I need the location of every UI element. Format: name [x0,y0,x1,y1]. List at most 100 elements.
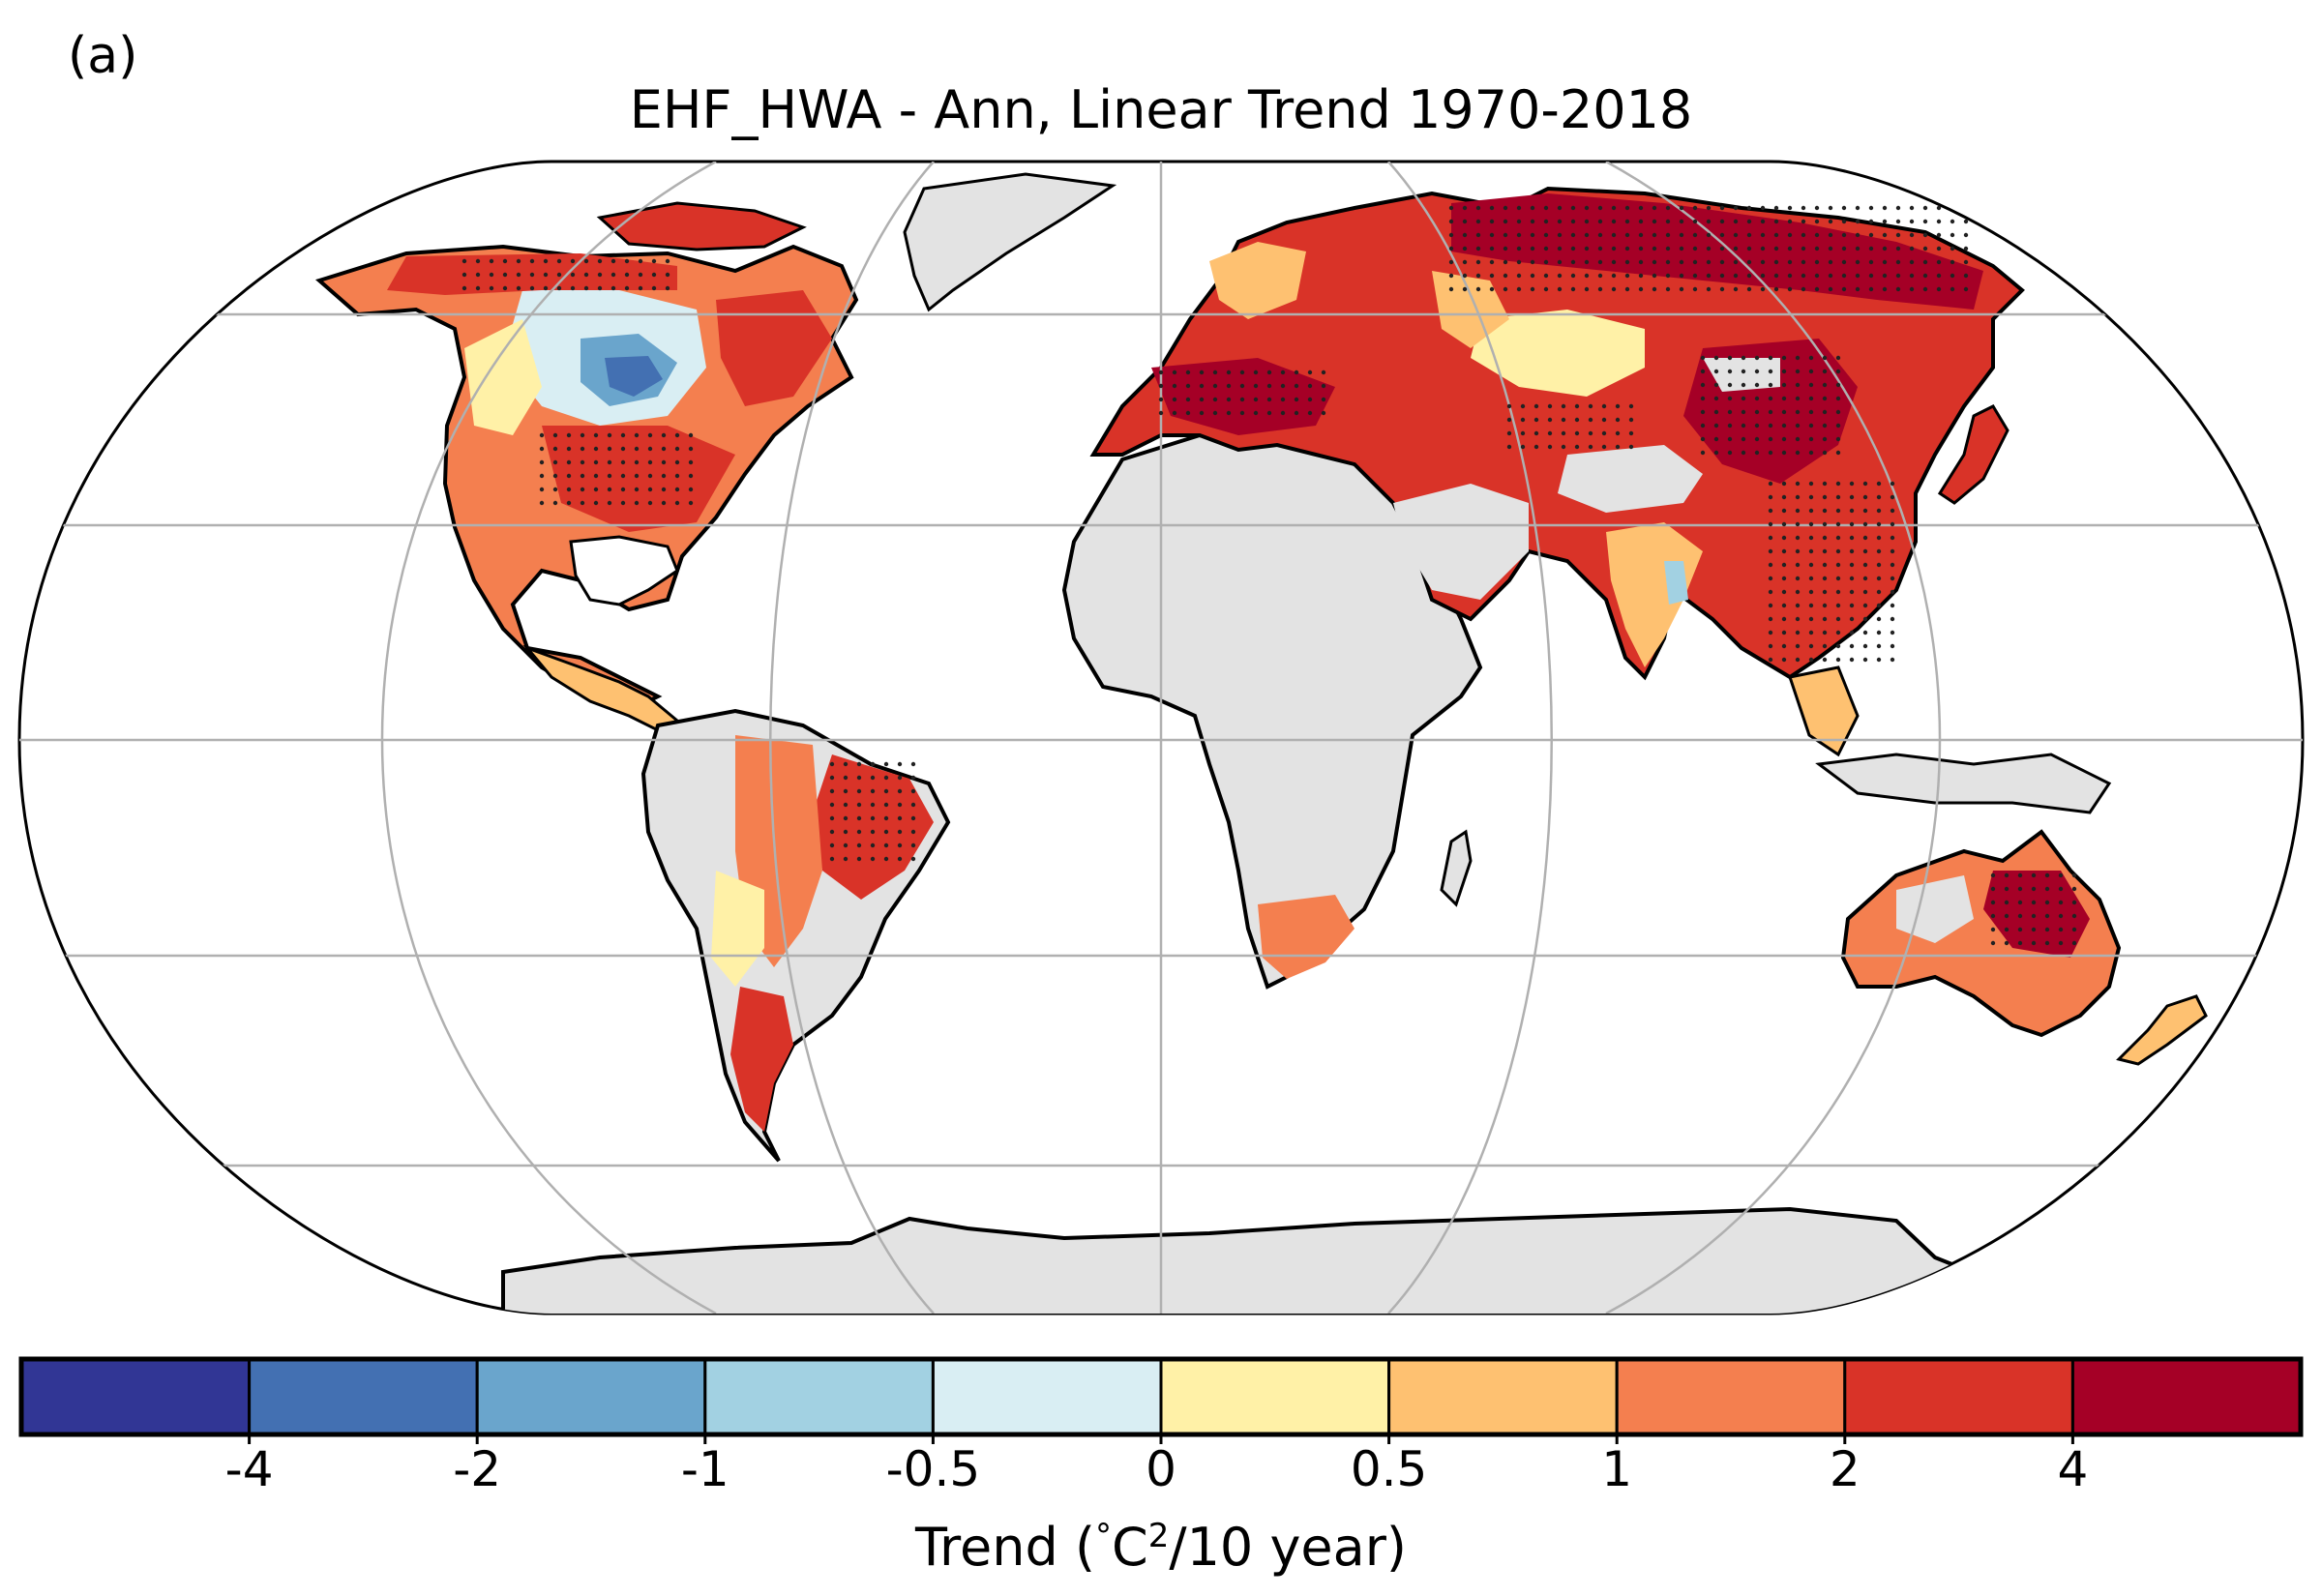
colorbar [18,1356,2304,1444]
stipple-dot [1781,396,1787,401]
eurasia-darkred-europe [1151,358,1335,435]
stipple-dot [1239,410,1245,416]
stipple-dot [1448,259,1454,265]
stipple-dot [1876,589,1882,595]
colorbar-tick-label: 0 [1146,1441,1176,1497]
stipple-dot [1543,205,1549,211]
stipple-dot [1990,900,1996,905]
stipple-dot [1768,603,1773,608]
stipple-dot [1520,444,1526,450]
stipple-dot [1547,444,1553,450]
stipple-dot [1876,494,1882,500]
stipple-dot [1321,410,1326,416]
stipple-dot [1876,576,1882,581]
stipple-dot [910,788,916,794]
stipple-dot [1822,382,1828,388]
stipple-dot [1597,232,1603,238]
colorbar-swatch [2070,1357,2303,1436]
colorbar-tick-label: 4 [2057,1441,2089,1497]
stipple-dot [1543,259,1549,265]
stipple-dot [1706,246,1712,251]
stipple-dot [843,775,848,781]
stipple-dot [2017,913,2023,919]
stipple-dot [647,487,653,492]
stipple-dot [1185,410,1191,416]
stipple-dot [1801,259,1806,265]
stipple-dot [1876,521,1882,527]
stipple-dot [475,258,481,264]
stipple-dot [1754,423,1760,429]
stipple-dot [1506,417,1512,423]
stipple-dot [661,459,667,465]
stipple-dot [1503,246,1508,251]
stipple-dot [1868,219,1874,224]
stipple-dot [1679,232,1684,238]
stipple-dot [1475,259,1481,265]
stipple-dot [1733,273,1739,279]
stipple-dot [883,829,889,835]
stipple-dot [1489,259,1495,265]
stipple-dot [1835,355,1841,361]
stipple-dot [1172,369,1177,375]
stipple-dot [1754,396,1760,401]
stipple-dot [1624,232,1630,238]
stipple-dot [1588,417,1593,423]
colorbar-swatch [1843,1357,2074,1436]
stipple-dot [1530,259,1535,265]
stipple-dot [1890,589,1895,595]
stipple-dot [1795,396,1801,401]
stipple-dot [1692,286,1698,292]
stipple-dot [1890,630,1895,635]
stipple-dot [516,258,521,264]
stipple-dot [620,473,626,479]
stipple-dot [1570,259,1576,265]
stipple-dot [566,459,572,465]
stipple-dot [1652,286,1657,292]
stipple-dot [1868,205,1874,211]
stipple-dot [1692,246,1698,251]
stipple-dot [1849,562,1855,568]
colorbar-label-superscript: 2 [1147,1517,1170,1555]
stipple-dot [1727,436,1733,442]
stipple-dot [1533,444,1539,450]
stipple-dot [1280,369,1286,375]
stipple-dot [566,473,572,479]
stipple-dot [1212,410,1218,416]
stipple-dot [1822,630,1828,635]
stipple-dot [1922,259,1928,265]
stipple-dot [1808,535,1814,541]
stipple-dot [1601,430,1607,436]
stipple-dot [897,775,903,781]
stipple-dot [1489,205,1495,211]
stipple-dot [1253,369,1259,375]
stipple-dot [1849,630,1855,635]
stipple-dot [1795,616,1801,622]
stipple-dot [1849,643,1855,649]
stipple-dot [1199,383,1205,389]
stipple-dot [1638,205,1644,211]
stipple-dot [1719,273,1725,279]
stipple-dot [1822,494,1828,500]
stipple-dot [620,500,626,506]
stipple-dot [1855,246,1861,251]
stipple-dot [1835,494,1841,500]
stipple-dot [1172,397,1177,402]
stipple-dot [1746,259,1752,265]
stipple-dot [1963,205,1969,211]
stipple-dot [1862,657,1868,663]
stipple-dot [1835,450,1841,456]
stipple-dot [1624,205,1630,211]
stipple-dot [1835,508,1841,514]
stipple-dot [883,815,889,821]
stipple-dot [665,285,670,291]
stipple-dot [897,761,903,767]
stipple-dot [1713,450,1719,456]
stipple-dot [1570,273,1576,279]
stipple-dot [1922,273,1928,279]
stipple-dot [1185,369,1191,375]
stipple-dot [1584,246,1590,251]
stipple-dot [580,446,585,452]
stipple-dot [1700,436,1706,442]
stipple-dot [1808,396,1814,401]
stipple-dot [489,272,494,278]
